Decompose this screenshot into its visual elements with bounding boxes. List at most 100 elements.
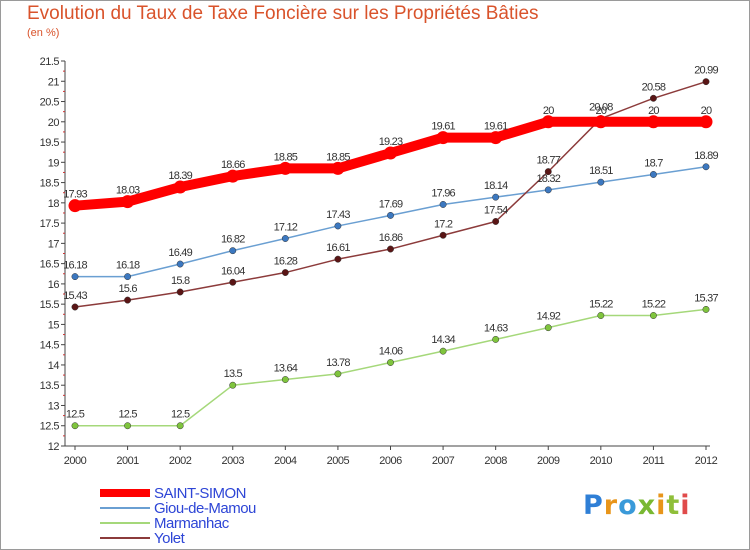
logo-letter: t — [666, 490, 681, 521]
legend-item: Giou-de-Mamou — [100, 500, 256, 517]
x-tick-label: 2005 — [327, 455, 350, 467]
data-label-saint-simon: 20 — [648, 105, 659, 117]
y-tick-label: 20.5 — [40, 97, 60, 109]
data-point-saint-simon — [226, 169, 240, 183]
x-tick-label: 2003 — [222, 455, 245, 467]
data-point-giou-de-mamou — [229, 247, 237, 255]
data-label-saint-simon: 18.39 — [168, 170, 192, 182]
data-label-yolet: 18.77 — [536, 155, 560, 167]
data-label-yolet: 17.54 — [484, 204, 508, 216]
data-label-giou-de-mamou: 17.96 — [431, 187, 455, 199]
data-point-marmanhac — [387, 359, 394, 366]
logo-letter: r — [603, 490, 619, 521]
y-tick-label: 19 — [48, 157, 60, 169]
data-label-marmanhac: 15.37 — [694, 292, 718, 304]
data-point-marmanhac — [597, 312, 605, 319]
x-tick-label: 2006 — [379, 455, 402, 467]
data-point-giou-de-mamou — [176, 260, 184, 268]
data-label-saint-simon: 20 — [701, 105, 712, 117]
data-label-giou-de-mamou: 18.89 — [694, 150, 718, 162]
data-label-marmanhac: 15.22 — [589, 299, 613, 311]
data-point-marmanhac — [544, 324, 552, 332]
logo-letter: P — [583, 490, 604, 521]
data-label-marmanhac: 12.5 — [171, 409, 190, 421]
data-point-yolet — [387, 245, 394, 253]
y-tick-label: 20 — [48, 117, 60, 129]
data-label-saint-simon: 18.85 — [326, 151, 350, 163]
legend-label: Yolet — [154, 529, 185, 547]
data-label-saint-simon: 18.03 — [116, 185, 140, 197]
data-label-saint-simon: 18.85 — [274, 151, 298, 163]
data-label-yolet: 20.99 — [694, 65, 718, 77]
data-point-yolet — [439, 231, 447, 239]
x-tick-label: 2004 — [274, 455, 297, 467]
legend-item: Marmanhac — [100, 515, 229, 532]
data-point-giou-de-mamou — [281, 235, 289, 242]
data-point-saint-simon — [68, 199, 82, 213]
data-label-saint-simon: 19.61 — [484, 121, 508, 133]
data-point-yolet — [544, 168, 552, 176]
data-point-marmanhac — [649, 312, 657, 319]
data-label-giou-de-mamou: 17.12 — [274, 222, 298, 234]
data-point-yolet — [702, 78, 710, 86]
data-label-marmanhac: 12.5 — [118, 409, 137, 421]
data-label-saint-simon: 17.93 — [63, 189, 87, 201]
y-tick-label: 15.5 — [40, 299, 60, 311]
data-point-yolet — [229, 278, 237, 286]
data-label-giou-de-mamou: 16.18 — [63, 260, 87, 272]
data-point-saint-simon — [121, 195, 135, 209]
legend-item: Yolet — [100, 529, 185, 547]
y-tick-label: 15 — [48, 319, 60, 331]
y-tick-label: 12.5 — [40, 421, 60, 433]
data-point-yolet — [649, 94, 657, 102]
data-point-yolet — [281, 269, 289, 276]
x-tick-label: 2011 — [643, 455, 665, 467]
data-label-marmanhac: 13.64 — [274, 363, 298, 375]
data-label-giou-de-mamou: 16.82 — [221, 234, 245, 246]
logo-letter: i — [680, 490, 691, 521]
data-point-saint-simon — [331, 161, 345, 175]
y-tick-label: 13 — [48, 400, 60, 412]
data-point-marmanhac — [281, 376, 289, 383]
logo-letter: o — [618, 490, 638, 521]
data-point-saint-simon — [594, 115, 608, 129]
series-line-marmanhac — [74, 308, 707, 427]
data-point-saint-simon — [436, 131, 450, 145]
data-label-giou-de-mamou: 18.51 — [589, 165, 613, 177]
data-label-marmanhac: 14.63 — [484, 322, 508, 334]
y-tick-label: 21 — [48, 76, 60, 88]
data-point-giou-de-mamou — [649, 171, 657, 178]
data-label-yolet: 16.04 — [221, 265, 245, 277]
data-label-giou-de-mamou: 17.43 — [326, 209, 350, 221]
y-tick-label: 17.5 — [40, 218, 60, 230]
legend-swatch — [100, 522, 150, 524]
x-tick-label: 2007 — [432, 455, 455, 467]
data-label-yolet: 16.61 — [326, 242, 350, 254]
y-tick-label: 16 — [48, 279, 60, 291]
data-label-saint-simon: 19.23 — [379, 136, 403, 148]
series-line-saint-simon — [70, 116, 711, 211]
data-label-marmanhac: 14.34 — [431, 334, 455, 346]
legend-label: SAINT-SIMON — [154, 484, 247, 502]
y-tick-label: 12 — [48, 441, 60, 453]
data-label-marmanhac: 12.5 — [66, 409, 85, 421]
legend-swatch — [100, 489, 150, 497]
data-label-marmanhac: 13.5 — [224, 368, 243, 380]
chart-unit: (en %) — [27, 27, 60, 39]
data-point-yolet — [492, 218, 500, 225]
x-tick-label: 2000 — [64, 455, 87, 467]
data-point-marmanhac — [439, 347, 447, 355]
data-point-giou-de-mamou — [334, 222, 342, 230]
data-point-yolet — [334, 255, 342, 263]
y-tick-label: 14.5 — [40, 340, 60, 352]
data-label-giou-de-mamou: 18.7 — [644, 157, 663, 169]
data-label-yolet: 20.08 — [589, 102, 613, 114]
data-point-saint-simon — [541, 115, 555, 129]
data-label-giou-de-mamou: 18.32 — [536, 173, 560, 185]
data-point-yolet — [176, 288, 184, 296]
data-label-yolet: 15.8 — [171, 275, 190, 287]
data-label-giou-de-mamou: 16.18 — [116, 260, 140, 272]
data-label-saint-simon: 20 — [596, 105, 607, 117]
y-tick-label: 18.5 — [40, 178, 60, 190]
